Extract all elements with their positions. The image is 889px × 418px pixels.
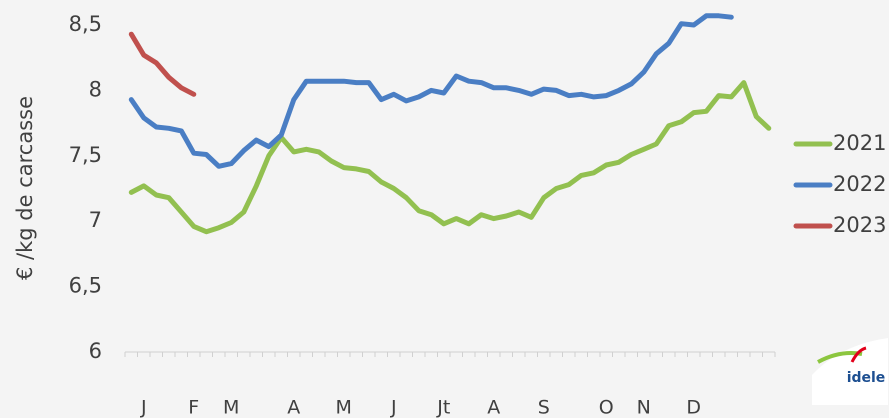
- y-tick-label: 7,5: [69, 143, 102, 167]
- x-tick-label: D: [686, 397, 701, 418]
- series-line: [128, 80, 772, 235]
- legend-label: 2022: [833, 172, 886, 196]
- y-tick-label: 8,5: [69, 12, 102, 36]
- x-tick-label: N: [637, 397, 651, 418]
- x-tick-label: J: [390, 397, 397, 418]
- x-tick-label: S: [538, 397, 550, 418]
- legend-label: 2021: [833, 131, 886, 155]
- y-tick-label: 8: [89, 77, 102, 101]
- x-tick-label: Jt: [436, 397, 450, 418]
- x-tick-label: O: [599, 397, 614, 418]
- series-line: [128, 13, 734, 169]
- y-axis-title: € /kg de carcasse: [13, 96, 37, 280]
- y-tick-label: 6,5: [69, 274, 102, 298]
- y-tick-label: 6: [89, 339, 102, 363]
- x-tick-label: M: [336, 397, 352, 418]
- x-tick-label: F: [188, 397, 199, 418]
- logo-text: idele: [847, 370, 886, 386]
- logo-shape: [812, 338, 888, 405]
- x-tick-label: J: [140, 397, 147, 418]
- x-tick-label: A: [487, 397, 500, 418]
- logo: idele: [812, 338, 888, 405]
- legend-label: 2023: [833, 213, 886, 237]
- x-tick-label: M: [223, 397, 239, 418]
- y-tick-label: 7: [89, 208, 102, 232]
- series-line: [128, 31, 197, 97]
- logo-swoosh: [850, 346, 867, 363]
- x-tick-label: A: [287, 397, 300, 418]
